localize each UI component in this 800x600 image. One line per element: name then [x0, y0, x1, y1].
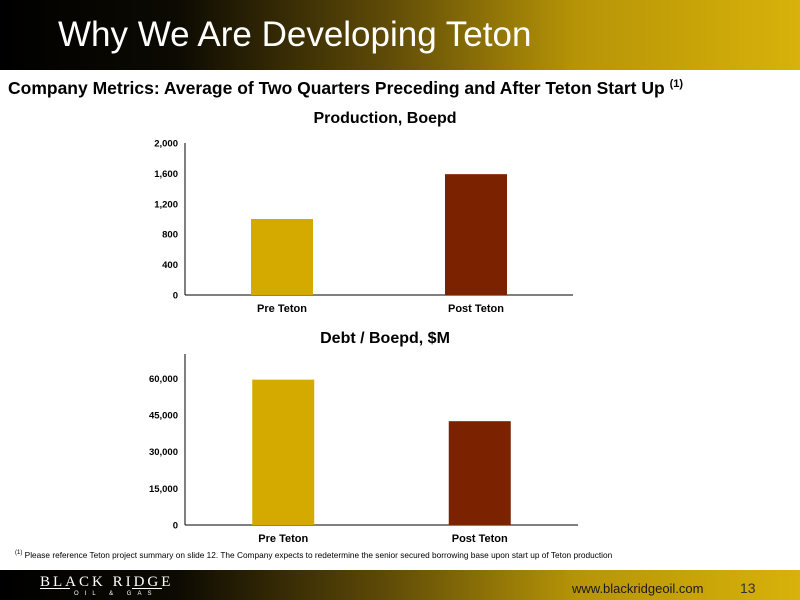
debt-chart-plot: 0 15,000 30,000 45,000 60,000 Pre Teton Post T… [149, 354, 578, 545]
slide-subtitle: Company Metrics: Average of Two Quarters… [8, 78, 798, 99]
logo-wordmark: BLACK RIDGE [40, 574, 174, 590]
debt-chart-title: Debt / Boepd, $M [320, 330, 450, 347]
footnote-text: Please reference Teton project summary o… [24, 550, 613, 560]
logo-rule-left [40, 588, 70, 589]
production-bar [251, 219, 313, 295]
slide-title: Why We Are Developing Teton [58, 15, 532, 54]
production-chart-title: Production, Boepd [313, 110, 457, 127]
production-y-tick-label: 800 [162, 230, 178, 241]
company-logo: BLACK RIDGE OIL & GAS [40, 575, 173, 598]
debt-x-tick-label: Post Teton [452, 533, 508, 545]
subtitle-footnote-mark: (1) [669, 78, 684, 91]
production-y-tick-label: 2,000 [154, 139, 178, 150]
debt-bar [448, 421, 511, 525]
production-chart-plot: 0 400 800 1,200 1,600 2,000 Pre Teton Post Teto… [154, 139, 573, 315]
debt-y-tick-label: 30,000 [149, 447, 178, 458]
footnote-mark: (1) [15, 550, 23, 557]
production-y-tick-label: 1,600 [154, 169, 178, 180]
logo-rule-right [132, 588, 162, 589]
debt-bar [252, 379, 315, 525]
production-bar [445, 174, 507, 295]
production-x-tick-label: Pre Teton [257, 303, 307, 315]
footer-bar [0, 570, 800, 600]
footnote: (1) Please reference Teton project summa… [15, 550, 795, 560]
production-chart: Production, Boepd 0 400 800 1,200 1,600 2,000… [0, 104, 800, 320]
production-x-tick-label: Post Teton [448, 303, 504, 315]
website-link[interactable]: www.blackridgeoil.com [572, 581, 704, 596]
debt-y-tick-label: 15,000 [149, 484, 178, 495]
logo-tagline: OIL & GAS [74, 591, 158, 597]
debt-y-tick-label: 60,000 [149, 374, 178, 385]
debt-chart: Debt / Boepd, $M 0 15,000 30,000 45,000 60,0… [0, 326, 800, 548]
production-y-tick-label: 1,200 [154, 199, 178, 210]
debt-x-tick-label: Pre Teton [258, 533, 308, 545]
title-bar [0, 0, 800, 70]
debt-y-tick-label: 45,000 [149, 411, 178, 422]
debt-y-tick-label: 0 [173, 521, 178, 532]
production-y-tick-label: 0 [173, 291, 178, 302]
page-number: 13 [740, 580, 756, 596]
subtitle-text: Company Metrics: Average of Two Quarters… [8, 78, 665, 98]
production-y-tick-label: 400 [162, 260, 178, 271]
